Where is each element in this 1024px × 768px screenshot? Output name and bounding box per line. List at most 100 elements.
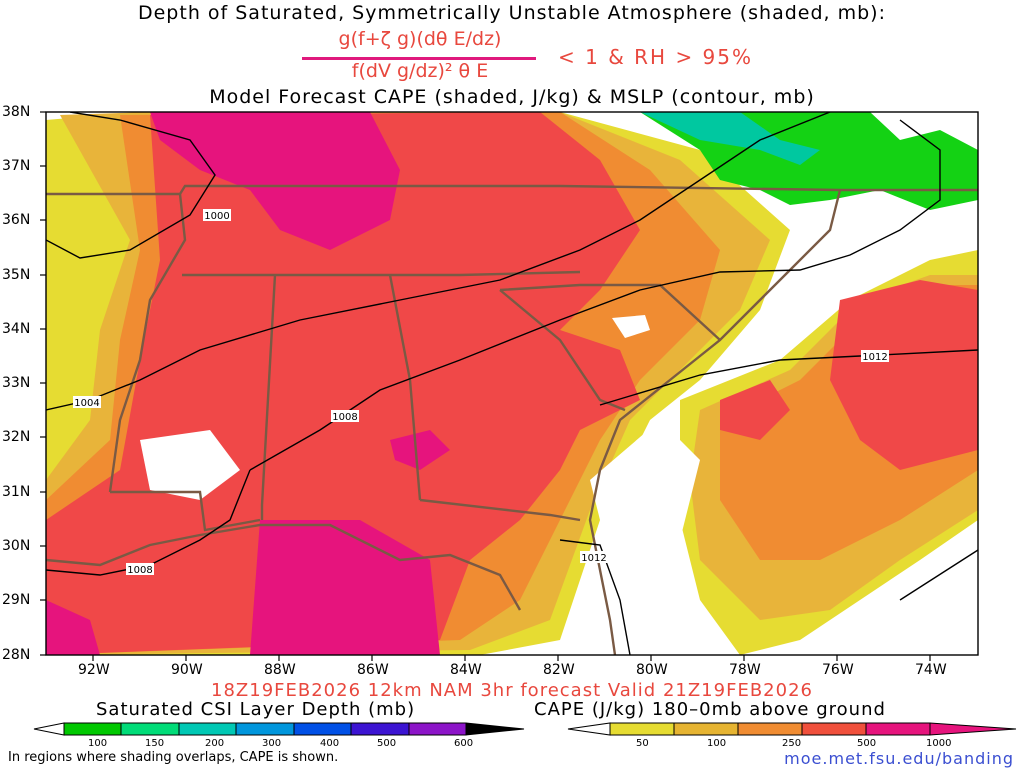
no-shade-pocket-ms: [140, 430, 240, 500]
cape-tick-100: 100: [707, 738, 727, 749]
csi-tick-150: 150: [145, 738, 165, 749]
csi-bin-1: [120, 722, 180, 736]
isobar-label-1: 1004: [74, 398, 99, 409]
title-line-1: Depth of Saturated, Symmetrically Unstab…: [137, 2, 886, 24]
lat-label-30n: 30N: [2, 538, 31, 554]
ms-al-border: [260, 274, 277, 520]
lat-label-33n: 33N: [2, 375, 31, 391]
lat-label-29n: 29N: [2, 592, 31, 608]
lon-label-78w: 78W: [729, 662, 761, 678]
fl-panhandle-border: [419, 498, 581, 522]
isobar-1008-south: [46, 469, 251, 576]
ga-sc-border: [499, 289, 626, 412]
isobar-labels: 1000 1004 1008 1008 1012 1012: [73, 209, 889, 576]
csi-tick-300: 300: [262, 738, 282, 749]
colorbars: [33, 722, 1017, 736]
lon-label-84w: 84W: [450, 662, 482, 678]
source-url[interactable]: moe.met.fsu.edu/banding: [784, 749, 1014, 768]
isobar-label-2: 1008: [332, 412, 357, 423]
gulf-coast: [46, 523, 522, 611]
nc-sc-border: [499, 283, 721, 341]
isobar-label-4: 1012: [862, 352, 887, 363]
cape-tick-500: 500: [857, 738, 877, 749]
isobar-label-5: 1012: [581, 553, 606, 564]
isobar-lines: [46, 112, 978, 655]
cape-bin-2: [737, 722, 803, 736]
isobar-label-3: 1008: [127, 565, 152, 576]
lon-label-74w: 74W: [915, 662, 947, 678]
cape-colorbar: [567, 722, 1017, 736]
lon-label-80w: 80W: [636, 662, 668, 678]
isobar-1012: [599, 349, 978, 406]
csi-bin-4: [293, 722, 352, 736]
csi-tick-200: 200: [205, 738, 225, 749]
model-run-info: 18Z19FEB2026 12km NAM 3hr forecast Valid…: [211, 680, 813, 701]
csi-bin-3: [235, 722, 295, 736]
mississippi-river: [108, 193, 187, 493]
isobar-1004: [46, 112, 831, 411]
title-line-3: Model Forecast CAPE (shaded, J/kg) & MSL…: [209, 86, 815, 108]
lon-label-76w: 76W: [822, 662, 854, 678]
la-ms-border: [110, 490, 261, 532]
lat-label-36n: 36N: [2, 212, 31, 228]
cape-500-region: [46, 112, 640, 655]
east-coast: [588, 189, 842, 655]
cape-bin-4: [865, 722, 931, 736]
cape-tick-250: 250: [782, 738, 802, 749]
cape-tick-50: 50: [636, 738, 649, 749]
csi-tick-500: 500: [377, 738, 397, 749]
lat-tick-marks: [40, 111, 46, 656]
cape-1000-region-gulf: [250, 520, 440, 655]
lon-label-90w: 90W: [171, 662, 203, 678]
formula-denominator: f(dV g/dz)² θ E: [351, 60, 489, 82]
shading-layer: [46, 112, 978, 655]
csi-bin-6: [408, 722, 467, 736]
lon-label-92w: 92W: [78, 662, 110, 678]
cape-bin-low: [567, 722, 611, 736]
csi-tick-600: 600: [454, 738, 474, 749]
csi-colorbar: [33, 722, 525, 736]
cape-1000-region-ga: [390, 430, 450, 470]
al-ga-border: [388, 274, 422, 501]
lat-label-37n: 37N: [2, 158, 31, 174]
isobar-label-0: 1000: [204, 211, 229, 222]
lat-label-28n: 28N: [2, 647, 31, 663]
lat-label-31n: 31N: [2, 484, 31, 500]
no-shade-pocket-sc: [612, 315, 650, 338]
csi-colorbar-title: Saturated CSI Layer Depth (mb): [96, 699, 416, 720]
isobar-1008-north: [249, 119, 941, 471]
lat-label-34n: 34N: [2, 321, 31, 337]
lon-label-86w: 86W: [357, 662, 389, 678]
overlap-note: In regions where shading overlaps, CAPE …: [8, 750, 339, 765]
formula-fraction-bar: [302, 57, 536, 60]
cape-bin-high: [929, 722, 1017, 736]
lat-label-32n: 32N: [2, 429, 31, 445]
cape-bin-3: [801, 722, 867, 736]
isobar-se: [899, 549, 978, 601]
csi-tick-400: 400: [320, 738, 340, 749]
ky-tn-border: [46, 184, 978, 196]
csi-bin-high: [465, 722, 525, 736]
lon-tick-marks: [92, 655, 931, 661]
lon-label-82w: 82W: [543, 662, 575, 678]
csi-150-region: [640, 112, 820, 165]
csi-bin-2: [178, 722, 237, 736]
cape-tick-1000: 1000: [926, 738, 952, 749]
no-shade-pocket-atl: [590, 420, 700, 560]
state-borders: [46, 184, 978, 655]
csi-bin-0: [63, 722, 122, 736]
csi-tick-100: 100: [88, 738, 108, 749]
csi-bin-low: [33, 722, 65, 736]
isobar-1000: [46, 112, 216, 259]
cape-500-region-east2: [720, 380, 790, 440]
cape-1000-region-sw: [46, 600, 100, 655]
isobar-1012-south: [559, 539, 631, 655]
lon-label-88w: 88W: [264, 662, 296, 678]
formula-numerator: g(f+ζ g)(dθ E/dz): [338, 28, 502, 50]
csi-bin-5: [350, 722, 410, 736]
cape-1000-region-north: [150, 112, 400, 250]
cape-colorbar-title: CAPE (J/kg) 180–0mb above ground: [534, 699, 886, 720]
lat-label-35n: 35N: [2, 267, 31, 283]
cape-bin-0: [609, 722, 675, 736]
